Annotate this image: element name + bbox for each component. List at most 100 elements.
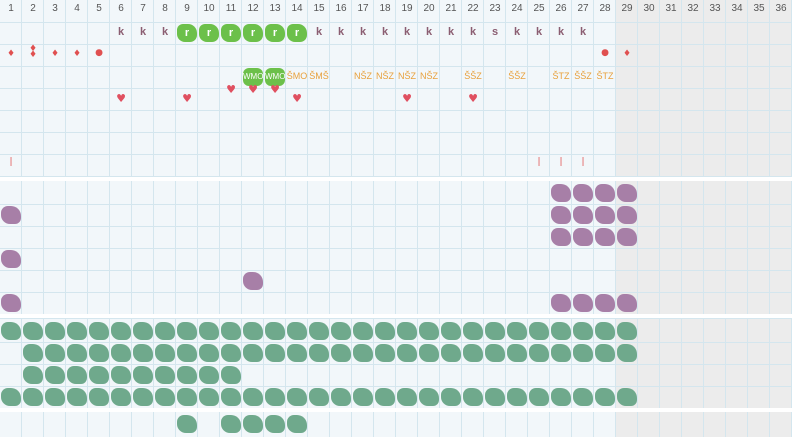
green-shift-blob[interactable] <box>463 322 483 340</box>
green-shift-blob[interactable] <box>507 344 527 362</box>
green-shift-blob[interactable] <box>111 388 131 406</box>
green-shift-blob[interactable] <box>595 388 615 406</box>
green-shift-blob[interactable] <box>199 344 219 362</box>
shift-letter[interactable]: k <box>447 26 455 38</box>
green-shift-blob[interactable] <box>67 388 87 406</box>
green-shift-blob[interactable] <box>177 322 197 340</box>
green-shift-blob[interactable] <box>573 388 593 406</box>
green-shift-blob[interactable] <box>155 344 175 362</box>
shift-letter[interactable]: k <box>403 26 411 38</box>
green-shift-blob[interactable] <box>133 322 153 340</box>
green-shift-blob[interactable] <box>221 366 241 384</box>
green-shift-blob[interactable] <box>529 322 549 340</box>
green-shift-blob[interactable] <box>529 344 549 362</box>
green-shift-blob[interactable] <box>221 388 241 406</box>
green-shift-blob[interactable] <box>221 415 241 433</box>
green-shift-blob[interactable] <box>463 344 483 362</box>
green-shift-blob[interactable] <box>177 415 197 433</box>
green-shift-blob[interactable] <box>529 388 549 406</box>
purple-shift-blob[interactable] <box>551 228 571 246</box>
purple-shift-blob[interactable] <box>595 228 615 246</box>
green-shift-blob[interactable] <box>309 388 329 406</box>
green-shift-blob[interactable] <box>331 344 351 362</box>
purple-shift-blob[interactable] <box>573 228 593 246</box>
shift-code[interactable]: ŠTZ <box>552 71 570 81</box>
green-shift-blob[interactable] <box>441 344 461 362</box>
green-shift-blob[interactable] <box>375 322 395 340</box>
shift-code[interactable]: ŠŠZ <box>464 71 482 81</box>
green-shift-blob[interactable] <box>353 322 373 340</box>
shift-code[interactable]: NŠZ <box>398 71 416 81</box>
purple-shift-blob[interactable] <box>617 206 637 224</box>
green-shift-blob[interactable] <box>485 388 505 406</box>
purple-shift-blob[interactable] <box>551 294 571 312</box>
green-shift-blob[interactable] <box>199 322 219 340</box>
green-shift-blob[interactable] <box>287 344 307 362</box>
green-shift-blob[interactable] <box>45 388 65 406</box>
shift-code[interactable]: NŠZ <box>354 71 372 81</box>
green-shift-blob[interactable] <box>133 366 153 384</box>
shift-code[interactable]: ŠTZ <box>596 71 614 81</box>
green-shift-blob[interactable] <box>617 344 637 362</box>
green-shift-blob[interactable] <box>23 366 43 384</box>
green-shift-blob[interactable] <box>617 388 637 406</box>
shift-letter[interactable]: k <box>381 26 389 38</box>
shift-letter[interactable]: k <box>315 26 323 38</box>
green-shift-blob[interactable] <box>243 388 263 406</box>
shift-badge[interactable]: r <box>243 24 263 42</box>
green-shift-blob[interactable] <box>243 415 263 433</box>
green-shift-blob[interactable] <box>177 388 197 406</box>
green-shift-blob[interactable] <box>67 322 87 340</box>
green-shift-blob[interactable] <box>507 322 527 340</box>
green-shift-blob[interactable] <box>441 322 461 340</box>
purple-shift-blob[interactable] <box>617 228 637 246</box>
purple-shift-blob[interactable] <box>617 294 637 312</box>
shift-badge[interactable]: r <box>265 24 285 42</box>
green-shift-blob[interactable] <box>89 322 109 340</box>
green-shift-blob[interactable] <box>485 344 505 362</box>
green-shift-blob[interactable] <box>89 366 109 384</box>
green-shift-blob[interactable] <box>111 344 131 362</box>
green-shift-blob[interactable] <box>1 322 21 340</box>
green-shift-blob[interactable] <box>67 344 87 362</box>
shift-badge[interactable]: r <box>287 24 307 42</box>
shift-letter[interactable]: k <box>139 26 147 38</box>
green-shift-blob[interactable] <box>67 366 87 384</box>
green-shift-blob[interactable] <box>595 322 615 340</box>
shift-code[interactable]: NŠZ <box>420 71 438 81</box>
purple-shift-blob[interactable] <box>551 206 571 224</box>
green-shift-blob[interactable] <box>155 366 175 384</box>
green-shift-blob[interactable] <box>177 366 197 384</box>
purple-shift-blob[interactable] <box>1 294 21 312</box>
shift-code[interactable]: ŠMO <box>286 71 308 81</box>
green-shift-blob[interactable] <box>617 322 637 340</box>
green-shift-blob[interactable] <box>243 322 263 340</box>
green-shift-blob[interactable] <box>265 388 285 406</box>
shift-code[interactable]: ŠŠZ <box>508 71 526 81</box>
green-shift-blob[interactable] <box>573 344 593 362</box>
purple-shift-blob[interactable] <box>243 272 263 290</box>
green-shift-blob[interactable] <box>177 344 197 362</box>
purple-shift-blob[interactable] <box>573 294 593 312</box>
green-shift-blob[interactable] <box>221 322 241 340</box>
green-shift-blob[interactable] <box>375 344 395 362</box>
shift-code[interactable]: ŠŠZ <box>574 71 592 81</box>
shift-letter[interactable]: k <box>337 26 345 38</box>
green-shift-blob[interactable] <box>89 344 109 362</box>
green-shift-blob[interactable] <box>309 322 329 340</box>
green-shift-blob[interactable] <box>155 388 175 406</box>
shift-letter[interactable]: k <box>469 26 477 38</box>
green-shift-blob[interactable] <box>45 322 65 340</box>
shift-badge[interactable]: r <box>221 24 241 42</box>
purple-shift-blob[interactable] <box>573 184 593 202</box>
green-shift-blob[interactable] <box>551 344 571 362</box>
green-shift-blob[interactable] <box>45 344 65 362</box>
shift-code-badge[interactable]: WMO <box>243 68 263 86</box>
green-shift-blob[interactable] <box>111 366 131 384</box>
purple-shift-blob[interactable] <box>551 184 571 202</box>
green-shift-blob[interactable] <box>23 322 43 340</box>
shift-code[interactable]: ŠMŠ <box>309 71 329 81</box>
green-shift-blob[interactable] <box>353 388 373 406</box>
purple-shift-blob[interactable] <box>595 184 615 202</box>
green-shift-blob[interactable] <box>485 322 505 340</box>
